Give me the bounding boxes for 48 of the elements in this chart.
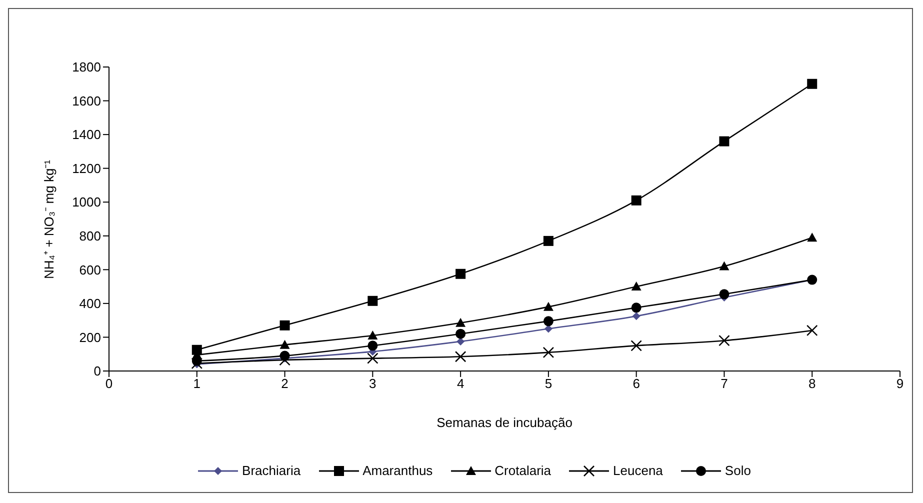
point [632,312,640,320]
point [719,136,730,146]
y-tick-label: 1600 [72,93,101,108]
point [456,318,466,327]
y-tick-label: 600 [79,262,101,278]
point [368,296,378,306]
point [719,289,730,300]
y-tick-label: 400 [79,296,101,312]
point [631,302,642,313]
y-axis-title: NH₄⁺ + NO₃⁻ mg kg⁻¹ [42,159,57,279]
point [368,330,378,340]
y-tick-label: 800 [79,228,101,244]
point [456,328,466,339]
x-tick-label: 0 [105,376,113,392]
point [807,232,818,242]
point [719,261,730,270]
legend-label: Brachiaria [241,463,301,478]
x-tick-label: 2 [281,376,288,392]
point [280,340,290,349]
point [368,340,378,351]
point [631,282,642,291]
legend-label: Solo [724,463,751,478]
y-tick-label: 1400 [72,127,101,142]
point [280,320,290,330]
point [543,236,554,246]
y-tick-label: 1200 [72,160,101,176]
y-tick-label: 0 [94,364,101,379]
y-tick-label: 200 [79,330,101,345]
legend-label: Crotalaria [494,463,552,478]
point [456,268,466,279]
x-axis-title: Semanas de incubação [436,415,572,430]
x-tick-label: 6 [632,376,640,392]
legend-label: Leucena [612,463,663,478]
x-tick-label: 4 [456,376,464,392]
point [543,316,554,326]
y-tick-label: 1800 [72,60,101,75]
x-tick-label: 5 [544,376,552,392]
y-tick-label: 1000 [72,194,101,210]
point [631,195,642,206]
point [280,350,290,361]
x-tick-label: 1 [193,376,201,392]
x-tick-label: 8 [808,376,816,392]
point [543,302,554,311]
point [807,78,818,89]
x-tick-label: 3 [369,376,376,392]
x-tick-label: 7 [720,376,728,392]
x-tick-label: 9 [896,376,904,392]
legend-label: Amaranthus [362,463,433,478]
